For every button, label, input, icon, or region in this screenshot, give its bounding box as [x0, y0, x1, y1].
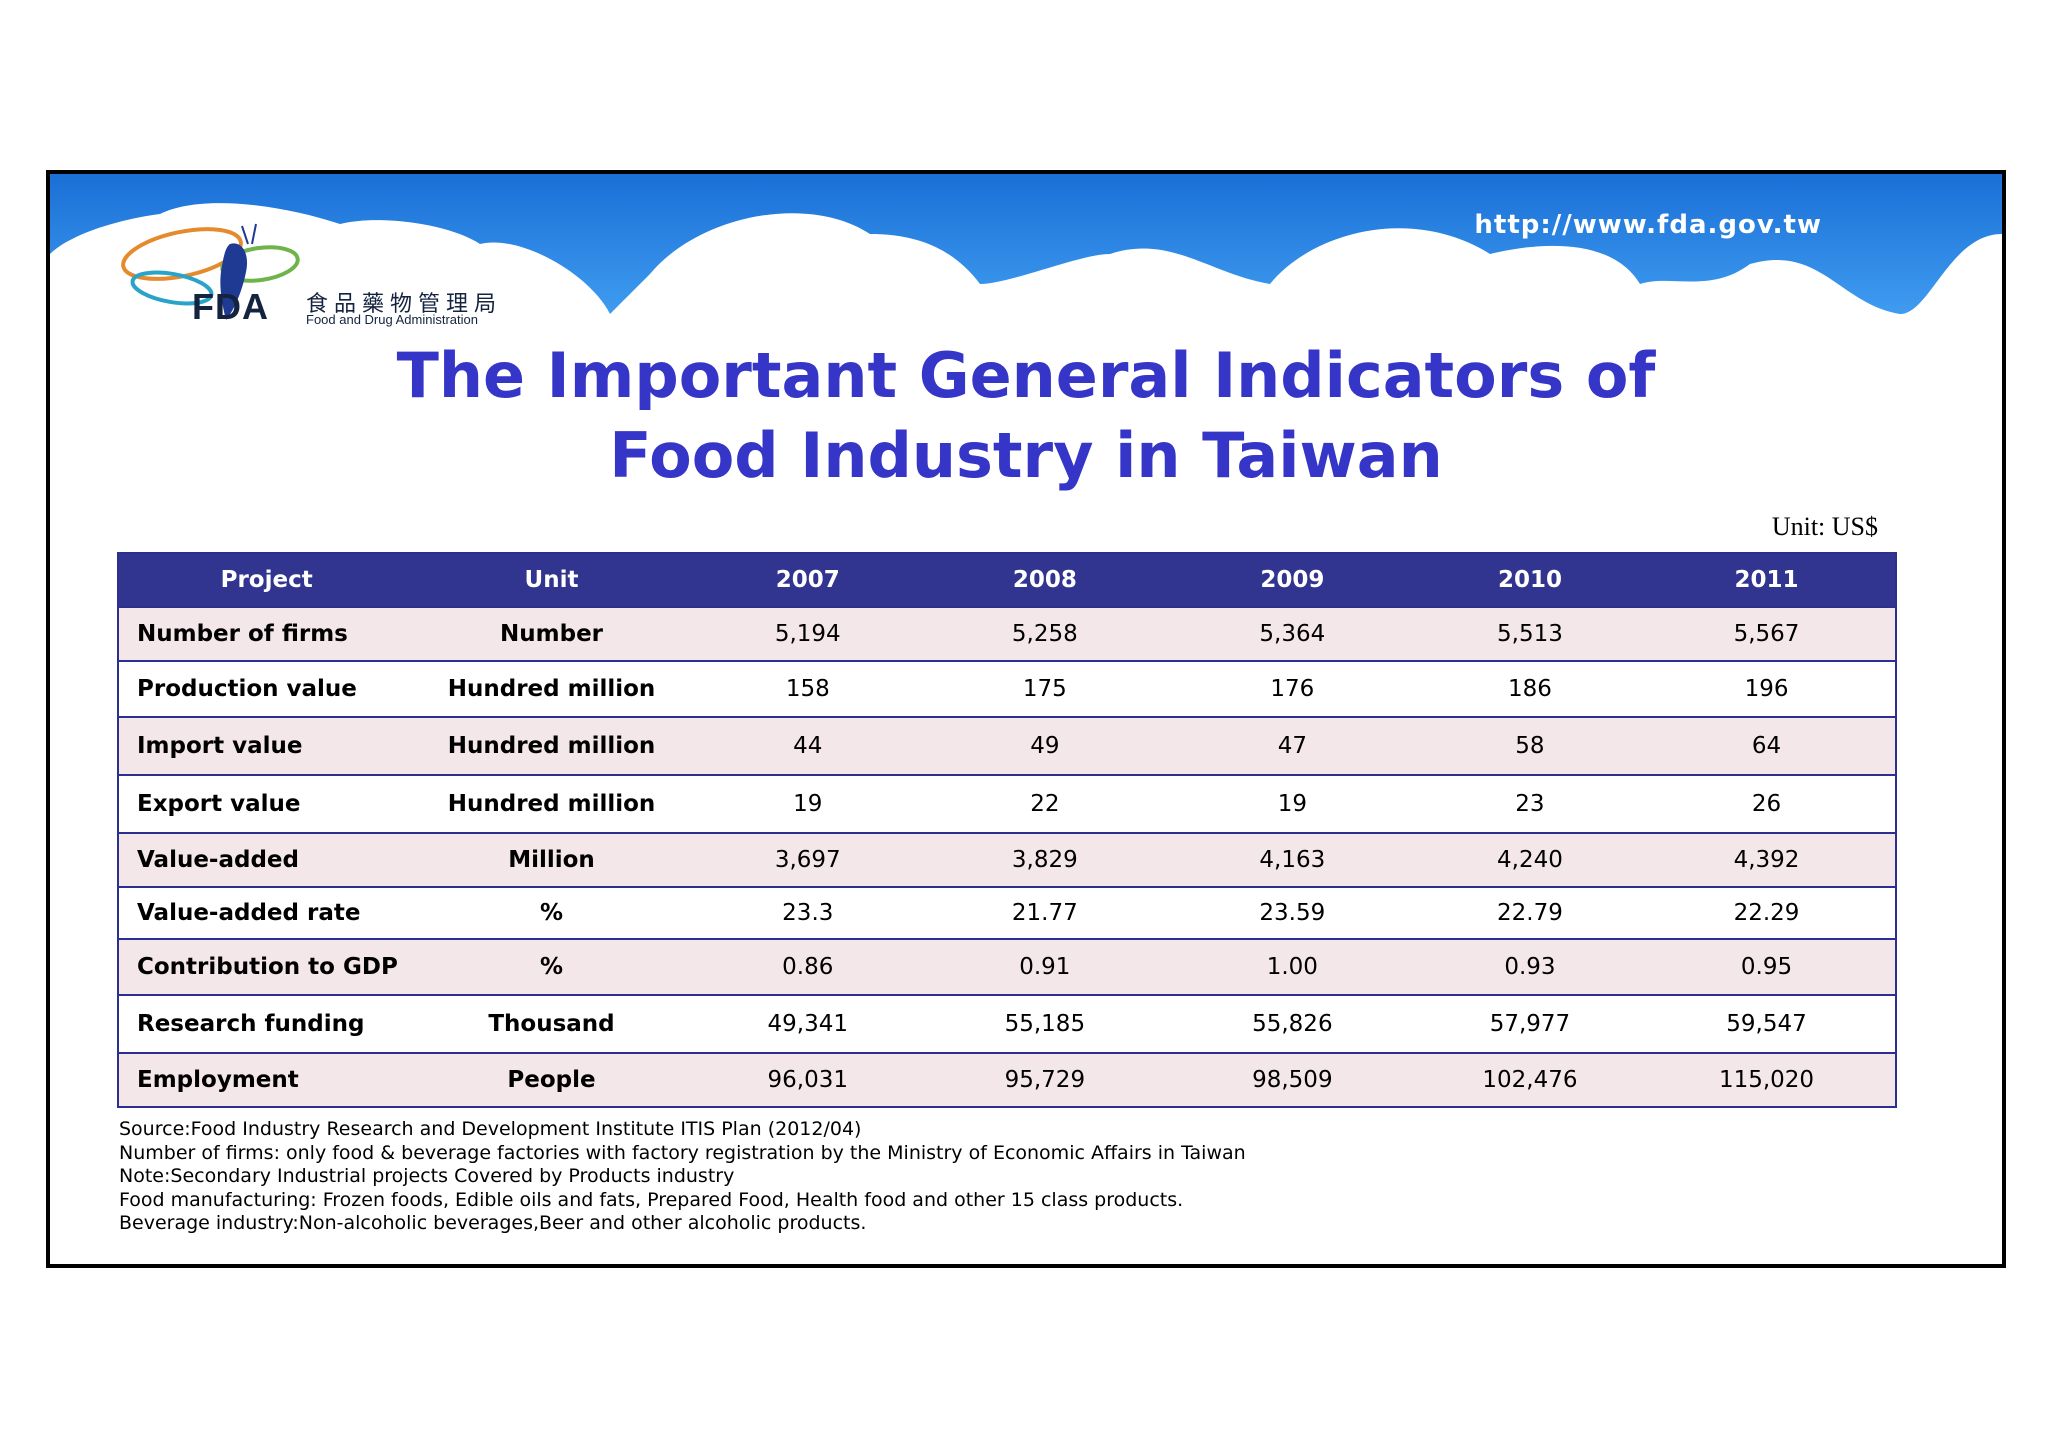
- title-line-1: The Important General Indicators of: [396, 339, 1656, 412]
- cell-2009: 19: [1162, 774, 1422, 833]
- cell-2010: 57,977: [1421, 994, 1639, 1053]
- row-project: Research funding: [118, 994, 415, 1053]
- header-2010: 2010: [1421, 553, 1639, 607]
- row-project: Value-added rate: [118, 886, 415, 939]
- cell-2008: 22: [926, 774, 1163, 833]
- cell-2009: 176: [1162, 660, 1422, 717]
- row-unit: %: [414, 886, 689, 939]
- table-row: Employment People 96,031 95,729 98,509 1…: [118, 1052, 1896, 1107]
- footnotes: Source:Food Industry Research and Develo…: [119, 1118, 1246, 1236]
- cell-2009: 23.59: [1162, 886, 1422, 939]
- row-unit: Number: [414, 606, 689, 661]
- cell-2008: 0.91: [926, 938, 1163, 995]
- header-2011: 2011: [1638, 553, 1896, 607]
- cell-2011: 4,392: [1638, 832, 1896, 887]
- footnote-note: Note:Secondary Industrial projects Cover…: [119, 1165, 735, 1187]
- header-unit: Unit: [414, 553, 689, 607]
- cell-2010: 58: [1421, 716, 1639, 775]
- cell-2010: 102,476: [1421, 1052, 1639, 1107]
- row-unit: Hundred million: [414, 716, 689, 775]
- row-project: Production value: [118, 660, 415, 717]
- cell-2010: 0.93: [1421, 938, 1639, 995]
- row-project: Employment: [118, 1052, 415, 1107]
- logo-abbr: FDA: [192, 286, 269, 327]
- cell-2011: 196: [1638, 660, 1896, 717]
- cell-2008: 95,729: [926, 1052, 1163, 1107]
- cell-2011: 22.29: [1638, 886, 1896, 939]
- table-row: Value-added rate % 23.3 21.77 23.59 22.7…: [118, 886, 1896, 939]
- row-unit: People: [414, 1052, 689, 1107]
- cell-2008: 49: [926, 716, 1163, 775]
- cell-2009: 47: [1162, 716, 1422, 775]
- cell-2008: 175: [926, 660, 1163, 717]
- cell-2007: 19: [688, 774, 927, 833]
- table-row: Number of firms Number 5,194 5,258 5,364…: [118, 606, 1896, 661]
- row-unit: Thousand: [414, 994, 689, 1053]
- cell-2011: 59,547: [1638, 994, 1896, 1053]
- row-unit: %: [414, 938, 689, 995]
- cell-2010: 22.79: [1421, 886, 1639, 939]
- row-unit: Million: [414, 832, 689, 887]
- unit-note: Unit: US$: [1771, 512, 1878, 541]
- row-project: Contribution to GDP: [118, 938, 415, 995]
- cell-2009: 55,826: [1162, 994, 1422, 1053]
- footnote-source: Source:Food Industry Research and Develo…: [119, 1118, 862, 1140]
- footnote-beverage: Beverage industry:Non-alcoholic beverage…: [119, 1212, 867, 1234]
- table-row: Research funding Thousand 49,341 55,185 …: [118, 994, 1896, 1053]
- table-row: Contribution to GDP % 0.86 0.91 1.00 0.9…: [118, 938, 1896, 995]
- title-line-2: Food Industry in Taiwan: [609, 419, 1443, 492]
- table-row: Import value Hundred million 44 49 47 58…: [118, 716, 1896, 775]
- cell-2009: 1.00: [1162, 938, 1422, 995]
- header-2009: 2009: [1162, 553, 1422, 607]
- logo-chinese-name: 食品藥物管理局: [306, 292, 503, 317]
- cell-2007: 49,341: [688, 994, 927, 1053]
- cell-2007: 158: [688, 660, 927, 717]
- header-project: Project: [118, 553, 415, 607]
- footnote-firms: Number of firms: only food & beverage fa…: [119, 1141, 1246, 1164]
- row-project: Import value: [118, 716, 415, 775]
- row-unit: Hundred million: [414, 660, 689, 717]
- table-row: Production value Hundred million 158 175…: [118, 660, 1896, 717]
- cell-2008: 21.77: [926, 886, 1163, 939]
- cell-2008: 5,258: [926, 606, 1163, 661]
- indicators-table: Project Unit 2007 2008 2009 2010 2011 Nu…: [117, 552, 1897, 1108]
- row-project: Export value: [118, 774, 415, 833]
- website-url[interactable]: http://www.fda.gov.tw: [1474, 210, 1822, 240]
- cell-2007: 23.3: [688, 886, 927, 939]
- cloud-banner: [50, 174, 2002, 314]
- row-project: Number of firms: [118, 606, 415, 661]
- footnote-food-manufacturing: Food manufacturing: Frozen foods, Edible…: [119, 1188, 1184, 1211]
- table-row: Value-added Million 3,697 3,829 4,163 4,…: [118, 832, 1896, 887]
- cell-2007: 5,194: [688, 606, 927, 661]
- cell-2011: 115,020: [1638, 1052, 1896, 1107]
- cell-2011: 0.95: [1638, 938, 1896, 995]
- cell-2008: 3,829: [926, 832, 1163, 887]
- cell-2009: 98,509: [1162, 1052, 1422, 1107]
- table-header-row: Project Unit 2007 2008 2009 2010 2011: [118, 553, 1896, 607]
- row-unit: Hundred million: [414, 774, 689, 833]
- cell-2010: 186: [1421, 660, 1639, 717]
- cell-2010: 4,240: [1421, 832, 1639, 887]
- cell-2007: 0.86: [688, 938, 927, 995]
- logo-english-name: Food and Drug Administration: [306, 312, 478, 327]
- header-2008: 2008: [926, 553, 1163, 607]
- fda-logo-icon: [121, 223, 300, 320]
- header-2007: 2007: [688, 553, 927, 607]
- cell-2011: 26: [1638, 774, 1896, 833]
- cell-2009: 4,163: [1162, 832, 1422, 887]
- cell-2010: 23: [1421, 774, 1639, 833]
- cell-2011: 64: [1638, 716, 1896, 775]
- row-project: Value-added: [118, 832, 415, 887]
- cell-2007: 3,697: [688, 832, 927, 887]
- page-title: The Important General Indicators of Food…: [50, 336, 2002, 496]
- cell-2007: 96,031: [688, 1052, 927, 1107]
- cell-2009: 5,364: [1162, 606, 1422, 661]
- cell-2008: 55,185: [926, 994, 1163, 1053]
- cell-2011: 5,567: [1638, 606, 1896, 661]
- cell-2007: 44: [688, 716, 927, 775]
- slide: http://www.fda.gov.tw FDA 食品藥物管理局 Food a…: [46, 170, 2006, 1268]
- table-row: Export value Hundred million 19 22 19 23…: [118, 774, 1896, 833]
- cell-2010: 5,513: [1421, 606, 1639, 661]
